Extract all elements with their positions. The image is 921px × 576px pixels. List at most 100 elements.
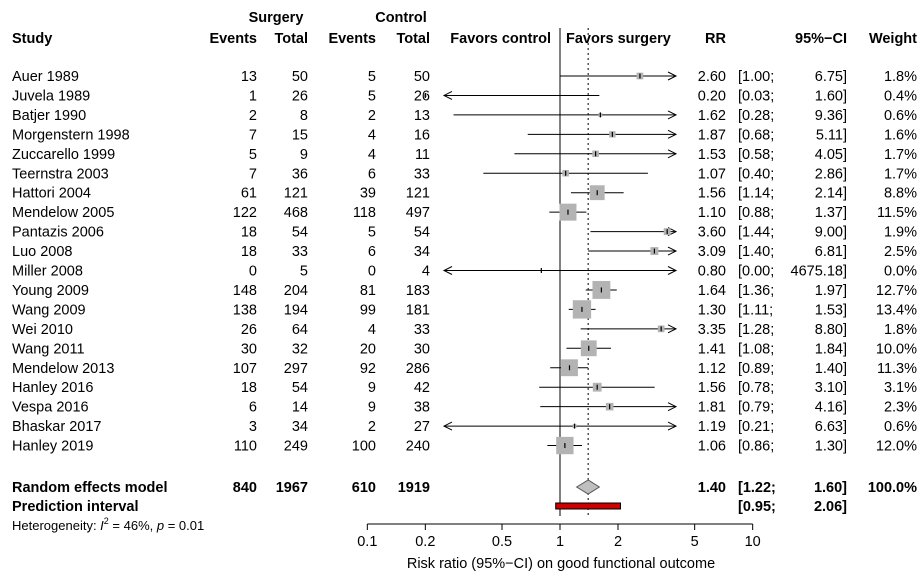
surgery-total: 194 (284, 302, 308, 318)
weight-value: 12.0% (876, 439, 917, 455)
table-row: Wei 2010 26 64 4 33 3.35 [1.28; 8.80] 1.8% (12, 322, 917, 338)
study-name: Bhaskar 2017 (12, 419, 101, 435)
prediction-ci-lower: [0.95; (738, 499, 776, 515)
surgery-events: 107 (233, 361, 257, 377)
control-group-header: Control (375, 10, 427, 26)
study-name: Zuccarello 1999 (12, 147, 115, 163)
surgery-total: 15 (292, 127, 308, 143)
ci-arrow-right (667, 421, 678, 431)
surgery-total: 54 (292, 225, 308, 241)
ci-upper: 2.86] (815, 166, 847, 182)
control-total: 30 (414, 341, 430, 357)
control-total: 121 (406, 186, 430, 202)
surgery-total: 33 (292, 244, 308, 260)
summary-label: Random effects model (12, 480, 168, 496)
heterogeneity-i-superscript: 2 (104, 516, 109, 526)
weight-header: Weight (869, 31, 917, 47)
ci-arrow-right (667, 402, 678, 412)
x-tick-label: 10 (745, 534, 761, 550)
ci-lower: [0.00; (738, 264, 774, 280)
rr-value: 1.19 (698, 419, 726, 435)
table-row: Mendelow 2005 122 468 118 497 1.10 [0.88; 1.37]… (12, 205, 917, 221)
surgery-events: 61 (241, 186, 257, 202)
control-total: 13 (414, 108, 430, 124)
control-total: 4 (422, 264, 430, 280)
rr-value: 1.53 (698, 147, 726, 163)
table-row: Zuccarello 1999 5 9 4 11 1.53 [0.58; 4.05] 1.7% (12, 147, 917, 163)
table-row: Hattori 2004 61 121 39 121 1.56 [1.14; 2.14] 8.8… (12, 186, 917, 202)
ci-lower: [1.36; (738, 283, 774, 299)
table-row: Young 2009 148 204 81 183 1.64 [1.36; 1.97] 12.7… (12, 283, 917, 299)
surgery-events: 148 (233, 283, 257, 299)
control-events: 2 (368, 419, 376, 435)
surgery-events: 30 (241, 341, 257, 357)
control-total: 240 (406, 439, 430, 455)
surgery-total: 121 (284, 186, 308, 202)
weight-value: 1.9% (884, 225, 917, 241)
control-events: 39 (360, 186, 376, 202)
ci-lower: [0.78; (738, 380, 774, 396)
surgery-group-header: Surgery (249, 10, 304, 26)
control-events: 2 (368, 108, 376, 124)
study-name: Young 2009 (12, 283, 89, 299)
ci-upper: 6.81] (815, 244, 847, 260)
rr-value: 1.64 (698, 283, 726, 299)
rr-value: 1.56 (698, 186, 726, 202)
control-events: 81 (360, 283, 376, 299)
rr-value: 1.12 (698, 361, 726, 377)
control-total: 27 (414, 419, 430, 435)
surgery-events: 110 (234, 439, 257, 455)
surgery-events: 18 (241, 244, 257, 260)
heterogeneity-p-value: = 0.01 (164, 518, 204, 533)
rr-value: 1.10 (698, 205, 726, 221)
table-row: Wang 2009 138 194 99 181 1.30 [1.11; 1.53] 13.4% (12, 302, 917, 318)
control-total: 54 (414, 225, 430, 241)
study-name: Mendelow 2005 (12, 205, 114, 221)
study-rows: Auer 1989 13 50 5 50 2.60 [1.00; 6.75] 1.8% Juvel… (12, 69, 917, 455)
weight-value: 13.4% (876, 302, 917, 318)
surgery-total: 64 (292, 322, 308, 338)
table-row: Wang 2011 30 32 20 30 1.41 [1.08; 1.84] 10.0% (12, 341, 917, 357)
summary-control-total: 1919 (398, 480, 430, 496)
table-row: Bhaskar 2017 3 34 2 27 1.19 [0.21; 6.63] 0.6% (12, 419, 917, 435)
ci-upper: 1.84] (815, 341, 847, 357)
control-events-header: Events (328, 31, 376, 47)
surgery-total: 8 (300, 108, 308, 124)
surgery-events: 18 (241, 380, 257, 396)
control-events: 5 (368, 88, 376, 104)
control-events: 4 (368, 127, 376, 143)
study-name: Juvela 1989 (12, 88, 90, 104)
control-total-header: Total (396, 31, 430, 47)
favors-surgery-header: Favors surgery (566, 31, 671, 47)
study-name: Luo 2008 (12, 244, 72, 260)
control-total: 11 (415, 147, 430, 163)
control-events: 4 (368, 147, 376, 163)
summary-rr: 1.40 (698, 480, 726, 496)
ci-lower: [1.14; (738, 186, 774, 202)
ci-arrow-right (667, 110, 678, 120)
heterogeneity-i-value: = 46%, (109, 518, 157, 533)
weight-value: 1.8% (884, 322, 917, 338)
control-events: 5 (368, 69, 376, 85)
surgery-events: 18 (241, 225, 257, 241)
ci-upper: 1.97] (815, 283, 847, 299)
study-name: Vespa 2016 (12, 400, 89, 416)
rr-value: 0.80 (698, 264, 726, 280)
ci-lower: [0.86; (738, 439, 774, 455)
surgery-events: 7 (249, 166, 257, 182)
x-tick-label: 5 (691, 534, 699, 550)
x-axis: 0.1 0.2 0.5 1 2 5 10 (357, 523, 761, 550)
table-row: Auer 1989 13 50 5 50 2.60 [1.00; 6.75] 1.8% (12, 69, 917, 85)
study-name: Batjer 1990 (12, 108, 86, 124)
prediction-label: Prediction interval (12, 499, 139, 515)
summary-diamond (575, 479, 601, 495)
study-name: Auer 1989 (12, 69, 79, 85)
ci-lower: [1.40; (738, 244, 774, 260)
rr-value: 1.81 (698, 400, 726, 416)
rr-value: 1.56 (698, 380, 726, 396)
rr-value: 1.06 (698, 439, 726, 455)
ci-lower: [1.11; (738, 302, 773, 318)
surgery-events-header: Events (209, 31, 257, 47)
table-row: Morgenstern 1998 7 15 4 16 1.87 [0.68; 5.11] 1.6… (12, 127, 917, 143)
rr-value: 2.60 (698, 69, 726, 85)
